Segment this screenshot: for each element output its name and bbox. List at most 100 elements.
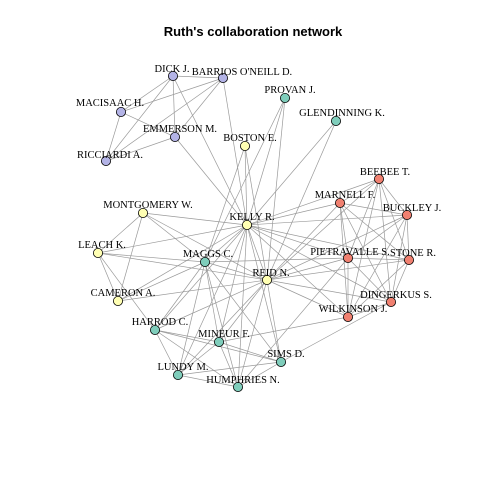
node-emmerson (169, 131, 180, 142)
edge-wilkinson-mineur (218, 316, 349, 343)
edge-kelly-lundy (177, 224, 248, 376)
edge-provan-maggs (204, 97, 286, 263)
node-kelly (241, 219, 252, 230)
node-wilkinson (342, 311, 353, 322)
node-label-stone: STONE R. (390, 248, 436, 259)
edge-harrod-lundy (154, 329, 179, 376)
node-label-buckley: BUCKLEY J. (383, 203, 442, 214)
edge-reid-harrod (154, 279, 268, 331)
node-label-dick: DICK J. (154, 64, 189, 75)
edge-marnell-buckley (339, 202, 408, 216)
edge-marnell-pietravalle (339, 202, 349, 259)
node-label-reid: REID N. (252, 268, 289, 279)
edge-emmerson-kelly (174, 136, 248, 226)
edge-kelly-sims (246, 224, 282, 363)
node-pietravalle (342, 252, 353, 263)
node-label-harrod: HARROD C. (132, 317, 189, 328)
edge-beebee-marnell (339, 178, 380, 204)
node-label-pietravalle: PIETRAVALLE S. (310, 247, 390, 258)
edge-boston-maggs (204, 145, 246, 263)
edge-glendinning-kelly (246, 120, 337, 226)
edge-reid-wilkinson (266, 279, 349, 318)
edge-reid-montgomery (142, 212, 268, 281)
node-sims (275, 356, 286, 367)
edge-reid-sims (266, 279, 282, 363)
edge-pietravalle-humphries (237, 257, 349, 388)
node-label-ricciardi: RICCIARDI A. (77, 150, 143, 161)
edge-maggs-sims (204, 261, 282, 363)
edge-montgomery-cameron (117, 212, 144, 302)
edge-kelly-dingerkus (246, 224, 392, 303)
edge-leach-harrod (97, 252, 156, 331)
edge-reid-marnell (266, 202, 341, 281)
edge-macisaac-emmerson (120, 111, 176, 138)
edge-maggs-cameron (117, 261, 206, 302)
node-label-montgomery: MONTGOMERY W. (103, 200, 192, 211)
node-label-lundy: LUNDY M. (158, 362, 209, 373)
edge-kelly-montgomery (142, 212, 248, 226)
edge-kelly-cameron (117, 224, 248, 302)
node-label-dingerkus: DINGERKUS S. (360, 290, 432, 301)
edge-kelly-stone (246, 224, 410, 261)
node-beebee (373, 173, 384, 184)
edge-sims-humphries (237, 361, 282, 388)
edge-lundy-humphries (177, 374, 239, 388)
edge-buckley-wilkinson (347, 214, 408, 318)
node-label-mineur: MINEUR F. (198, 329, 250, 340)
edge-dingerkus-wilkinson (347, 301, 392, 318)
node-label-provan: PROVAN J. (264, 85, 315, 96)
edge-kelly-mineur (218, 224, 248, 343)
edge-pietravalle-dingerkus (347, 257, 392, 303)
edge-maggs-mineur (204, 261, 220, 343)
edge-dick-barrios (172, 75, 224, 79)
edge-mineur-humphries (218, 341, 239, 388)
edge-reid-cameron (117, 279, 268, 302)
node-label-sims: SIMS D. (267, 349, 304, 360)
node-reid (261, 274, 272, 285)
edge-pietravalle-stone (347, 257, 410, 261)
edge-reid-pietravalle (266, 257, 349, 281)
node-dick (167, 71, 178, 82)
edge-lundy-sims (177, 361, 282, 376)
edge-buckley-stone (406, 214, 410, 261)
node-leach (93, 247, 104, 258)
edge-kelly-marnell (246, 202, 341, 226)
edge-kelly-maggs (204, 224, 248, 263)
edge-reid-dingerkus (266, 279, 392, 303)
edge-marnell-dingerkus (339, 202, 392, 303)
node-provan (279, 93, 290, 104)
edge-emmerson-ricciardi (105, 136, 176, 162)
edge-dingerkus-sims (280, 301, 392, 363)
node-label-barrios: BARRIOS O'NEILL D. (192, 67, 292, 78)
node-stone (403, 254, 414, 265)
edge-beebee-buckley (378, 178, 408, 216)
edge-maggs-leach (97, 252, 206, 263)
node-harrod (149, 324, 160, 335)
edge-kelly-buckley (246, 214, 408, 226)
edge-kelly-wilkinson (246, 224, 349, 318)
edge-barrios-ricciardi (105, 77, 224, 162)
edge-stone-wilkinson (347, 259, 410, 318)
edge-dick-emmerson (172, 75, 176, 138)
node-label-leach: LEACH K. (78, 240, 126, 251)
node-dingerkus (385, 296, 396, 307)
edge-reid-humphries (237, 279, 268, 388)
node-label-kelly: KELLY R. (229, 212, 274, 223)
edge-leach-cameron (97, 252, 119, 302)
node-label-emmerson: EMMERSON M. (143, 124, 217, 135)
edge-boston-kelly (244, 145, 248, 226)
node-glendinning (330, 116, 341, 127)
label-layer: DICK J. BARRIOS O'NEILL D. MACISAAC H. EMME… (76, 64, 441, 386)
node-label-beebee: BEEBEE T. (360, 167, 410, 178)
edge-harrod-mineur (154, 329, 220, 343)
edge-reid-maggs (204, 261, 268, 281)
node-macisaac (116, 107, 127, 118)
edge-montgomery-leach (97, 212, 144, 254)
node-lundy (172, 369, 183, 380)
edge-dick-macisaac (120, 75, 174, 113)
edge-provan-kelly (246, 97, 286, 226)
node-label-marnell: MARNELL F. (315, 190, 376, 201)
edge-kelly-beebee (246, 178, 380, 226)
edge-macisaac-ricciardi (105, 111, 122, 162)
